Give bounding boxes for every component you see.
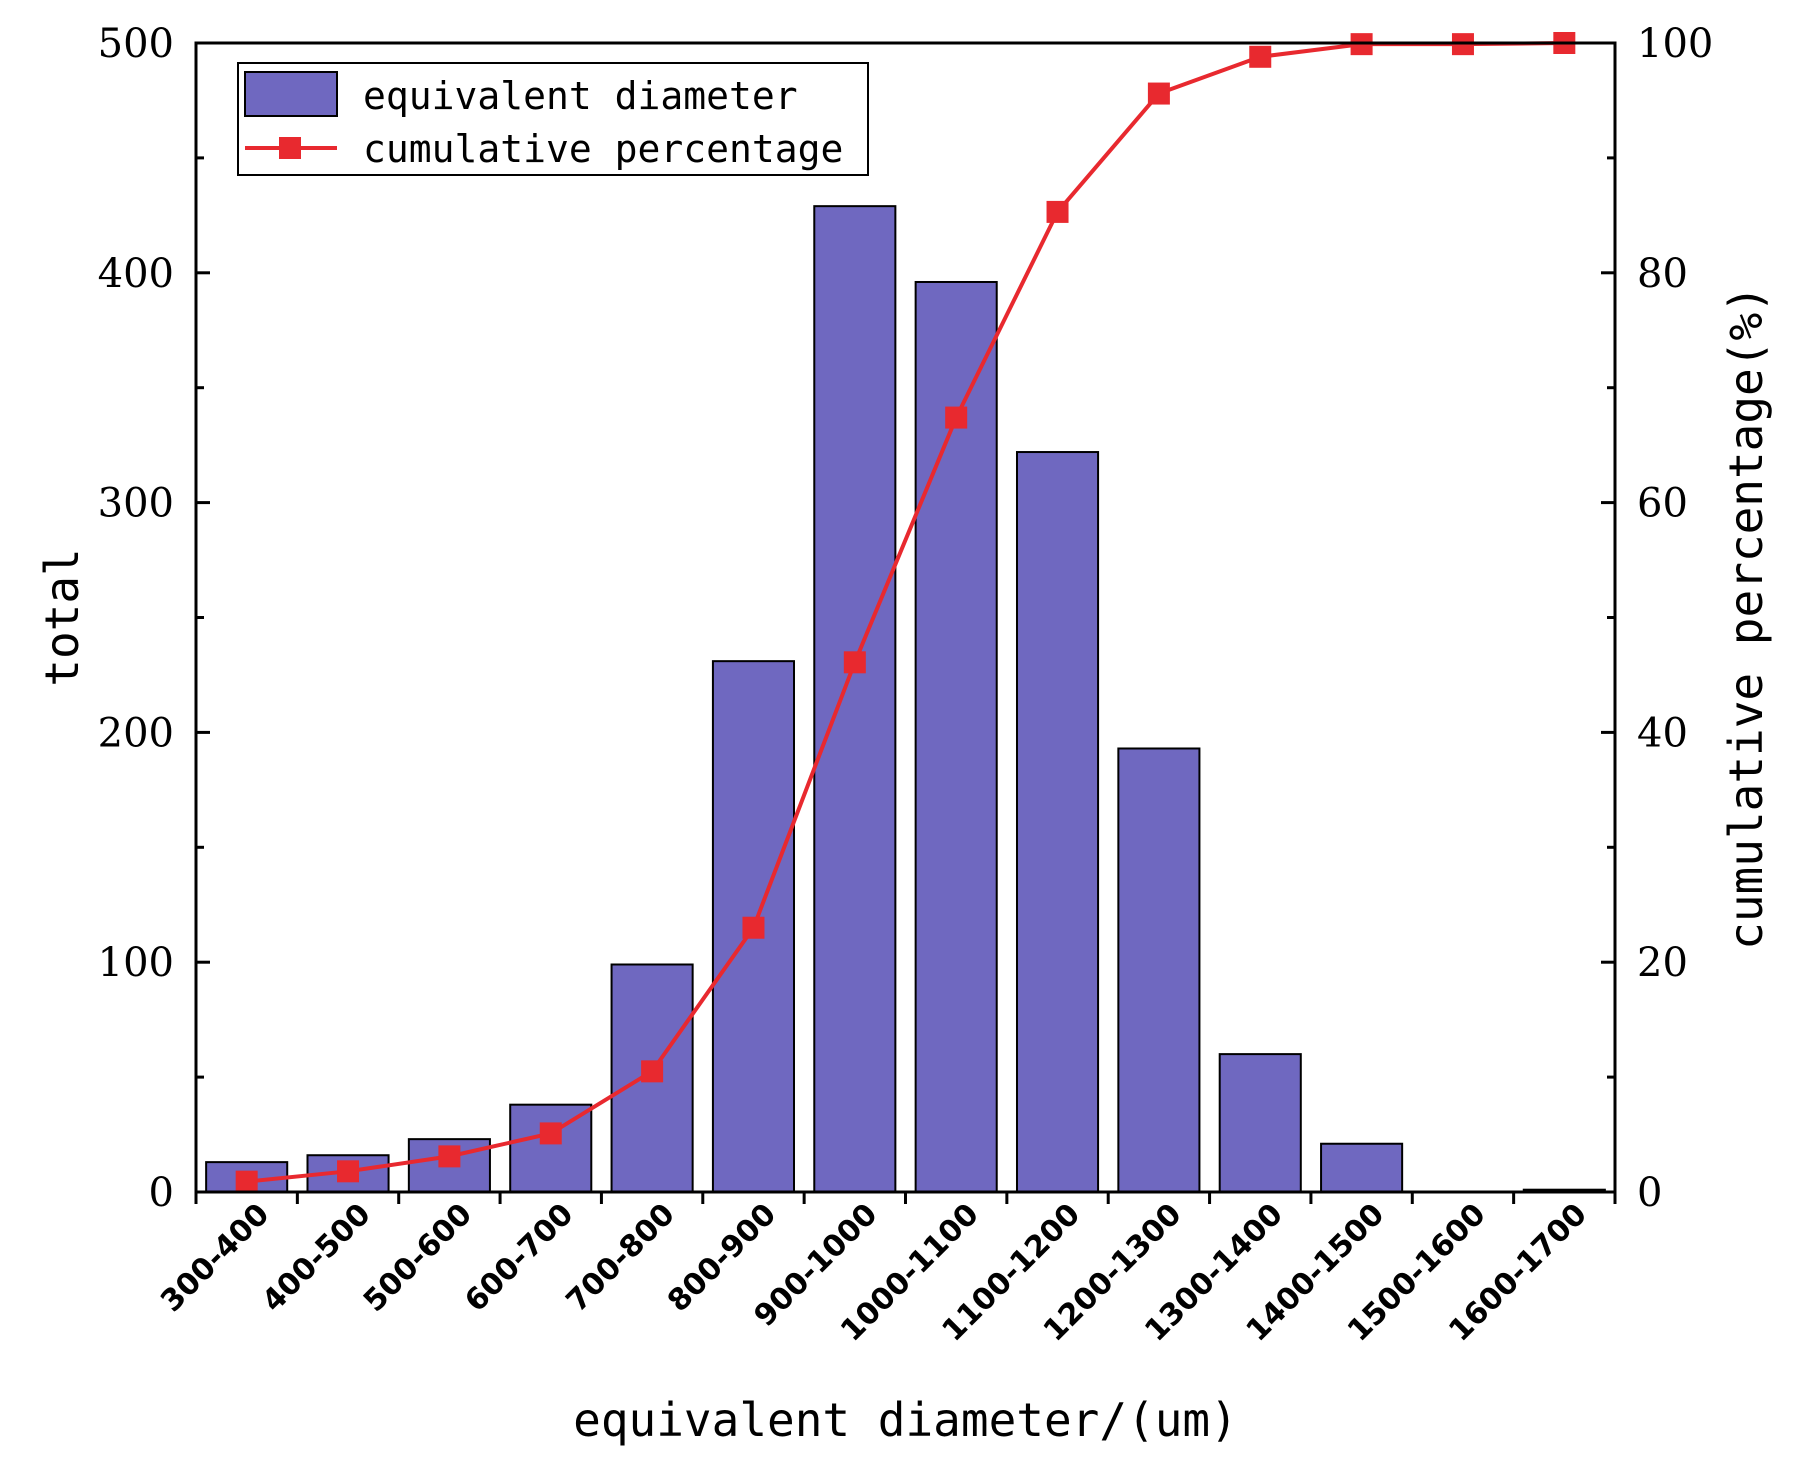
legend-box [237, 62, 869, 176]
bars-layer [205, 205, 1606, 1194]
y2-tick-label: 60 [1637, 481, 1688, 527]
y2-tick-label: 80 [1637, 251, 1688, 297]
bar-600-700 [509, 1103, 593, 1194]
cumulative-point-500-600 [438, 1145, 461, 1168]
x-tick-label: 400-500 [256, 1197, 378, 1319]
cumulative-point-400-500 [337, 1160, 360, 1183]
left-y-axis: 0 100 200 300 400 500 [98, 21, 210, 1216]
y-tick-label: 500 [98, 21, 174, 67]
cumulative-point-1200-1300 [1147, 82, 1170, 105]
y-tick-label: 300 [98, 481, 174, 527]
cumulative-point-1300-1400 [1249, 45, 1272, 68]
bar-1200-1300 [1117, 747, 1201, 1194]
bar-900-1000 [813, 205, 897, 1193]
x-axis-title: equivalent diameter/(um) [573, 1393, 1238, 1447]
y-axis-title: total [35, 548, 89, 686]
cumulative-point-600-700 [539, 1122, 562, 1145]
legend-bar-label: equivalent diameter [363, 74, 798, 118]
x-axis: 300-400400-500500-600600-700700-800800-9… [154, 1192, 1617, 1349]
y-tick-label: 0 [149, 1170, 174, 1216]
cumulative-point-800-900 [742, 916, 765, 939]
legend: equivalent diameter cumulative percentag… [237, 62, 869, 176]
cumulative-line-layer [235, 32, 1576, 1193]
legend-marker-swatch [279, 137, 301, 159]
y-tick-label: 200 [98, 710, 174, 756]
bar-1100-1200 [1015, 451, 1100, 1193]
cumulative-point-300-400 [235, 1170, 258, 1193]
legend-line-label: cumulative percentage [363, 127, 843, 171]
bar-1300-1400 [1218, 1053, 1302, 1193]
x-tick-label: 700-800 [560, 1197, 682, 1319]
y2-axis-title: cumulative percentage(%) [1719, 285, 1773, 950]
cumulative-point-1100-1200 [1046, 200, 1069, 223]
y2-tick-label: 0 [1637, 1170, 1662, 1216]
x-tick-label: 500-600 [357, 1197, 479, 1319]
cumulative-point-900-1000 [843, 651, 866, 674]
y2-tick-label: 40 [1637, 710, 1688, 756]
y2-tick-label: 20 [1637, 940, 1688, 986]
cumulative-point-700-800 [641, 1060, 664, 1083]
legend-bar-swatch [244, 71, 338, 117]
y2-tick-label: 100 [1637, 21, 1713, 67]
x-tick-label: 600-700 [458, 1197, 580, 1319]
bar-1400-1500 [1320, 1142, 1404, 1193]
right-y-axis: 0 20 40 60 80 100 [1601, 21, 1713, 1216]
y-tick-label: 400 [98, 251, 174, 297]
cumulative-point-1000-1100 [945, 406, 968, 429]
y-tick-label: 100 [98, 940, 174, 986]
plot-frame [194, 41, 1617, 1194]
cumulative-line [246, 41, 1565, 1184]
